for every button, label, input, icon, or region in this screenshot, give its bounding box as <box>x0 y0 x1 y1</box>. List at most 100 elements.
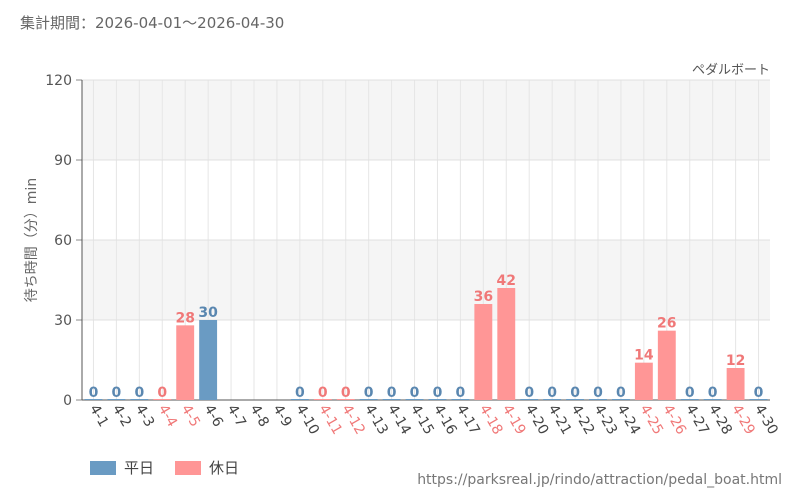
y-tick-label: 0 <box>63 393 72 409</box>
data-label: 0 <box>456 385 466 401</box>
plot-band <box>82 240 770 320</box>
data-label: 0 <box>570 385 580 401</box>
bar <box>359 399 378 400</box>
y-tick-label: 30 <box>54 313 72 329</box>
x-tick-label: 4-27 <box>682 402 712 438</box>
bar <box>290 399 309 400</box>
bar <box>130 399 149 400</box>
bar <box>726 368 745 400</box>
x-tick-label: 4-3 <box>132 402 157 430</box>
bar <box>749 399 768 400</box>
data-label: 0 <box>685 385 695 401</box>
period-label: 集計期間：2026-04-01～2026-04-30 <box>20 14 285 32</box>
x-tick-label: 4-13 <box>361 402 391 438</box>
legend-weekday[interactable]: 平日 <box>90 457 154 478</box>
bar <box>428 399 447 400</box>
x-tick-label: 4-7 <box>224 402 249 430</box>
bar <box>589 399 607 400</box>
data-label: 0 <box>410 385 420 401</box>
bar <box>313 399 332 400</box>
x-tick-label: 4-21 <box>545 402 575 438</box>
chart-title: ペダルボート <box>692 63 770 78</box>
bar <box>634 362 653 400</box>
plot-band <box>82 160 770 240</box>
data-label: 0 <box>157 385 167 401</box>
data-label: 0 <box>364 385 374 401</box>
x-tick-label: 4-22 <box>568 402 598 438</box>
data-label: 0 <box>89 385 99 401</box>
bar <box>451 399 470 400</box>
data-label: 0 <box>524 385 534 401</box>
data-label: 0 <box>708 385 718 401</box>
data-label: 0 <box>341 385 351 401</box>
data-label: 0 <box>295 385 305 401</box>
x-tick-label: 4-12 <box>338 402 368 438</box>
x-tick-label: 4-10 <box>292 402 322 438</box>
x-tick-label: 4-20 <box>522 402 552 438</box>
bar <box>199 320 218 400</box>
y-tick-label: 60 <box>54 233 72 249</box>
bar <box>336 399 355 400</box>
x-tick-label: 4-29 <box>728 402 758 438</box>
bar <box>474 304 493 400</box>
x-tick-label: 4-15 <box>407 402 437 438</box>
data-label: 28 <box>175 310 194 326</box>
data-label: 42 <box>497 273 516 289</box>
bar <box>84 399 103 400</box>
x-tick-label: 4-30 <box>751 402 781 438</box>
x-tick-label: 4-24 <box>613 402 643 438</box>
bar <box>520 399 539 400</box>
bar <box>176 325 195 400</box>
bar <box>153 399 172 400</box>
bar <box>566 399 585 400</box>
data-label: 0 <box>754 385 764 401</box>
x-tick-label: 4-16 <box>430 402 460 438</box>
bar <box>405 399 424 400</box>
source-url[interactable]: https://parksreal.jp/rindo/attraction/pe… <box>417 472 782 488</box>
plot-band <box>82 80 770 160</box>
data-label: 14 <box>634 348 654 364</box>
x-tick-label: 4-17 <box>453 402 483 438</box>
legend-weekday-label: 平日 <box>124 459 155 477</box>
x-tick-label: 4-23 <box>591 402 621 438</box>
data-label: 0 <box>547 385 557 401</box>
plot-band <box>82 320 770 400</box>
x-tick-label: 4-18 <box>476 402 506 438</box>
x-tick-label: 4-1 <box>86 402 111 430</box>
y-axis-label: 待ち時間（分）min <box>24 178 40 302</box>
bar <box>680 399 699 400</box>
bar <box>657 330 676 400</box>
x-tick-label: 4-9 <box>269 402 294 430</box>
data-label: 26 <box>657 316 676 332</box>
x-tick-label: 4-26 <box>659 402 689 438</box>
y-tick-label: 90 <box>54 153 72 169</box>
data-label: 0 <box>134 385 144 401</box>
data-label: 0 <box>387 385 397 401</box>
data-label: 0 <box>318 385 328 401</box>
data-label: 12 <box>726 353 745 369</box>
data-label: 0 <box>433 385 443 401</box>
x-tick-label: 4-28 <box>705 402 735 438</box>
x-tick-label: 4-4 <box>155 402 180 430</box>
bar <box>382 399 401 400</box>
legend-holiday[interactable]: 休日 <box>175 457 239 478</box>
x-tick-label: 4-6 <box>201 402 226 430</box>
y-tick-label: 120 <box>45 73 72 89</box>
legend-holiday-swatch <box>175 460 201 475</box>
bar <box>703 399 722 400</box>
bar <box>611 399 630 400</box>
x-tick-label: 4-8 <box>247 402 272 430</box>
legend-weekday-swatch <box>90 460 116 475</box>
bar <box>497 288 516 400</box>
x-tick-label: 4-2 <box>109 402 134 430</box>
legend-holiday-label: 休日 <box>209 459 240 477</box>
data-label: 0 <box>112 385 122 401</box>
x-tick-label: 4-11 <box>315 402 345 438</box>
x-tick-label: 4-25 <box>636 402 666 438</box>
x-tick-label: 4-5 <box>178 402 203 430</box>
x-tick-label: 4-14 <box>384 402 414 438</box>
bar <box>543 399 562 400</box>
bar <box>107 399 126 400</box>
data-label: 0 <box>616 385 626 401</box>
